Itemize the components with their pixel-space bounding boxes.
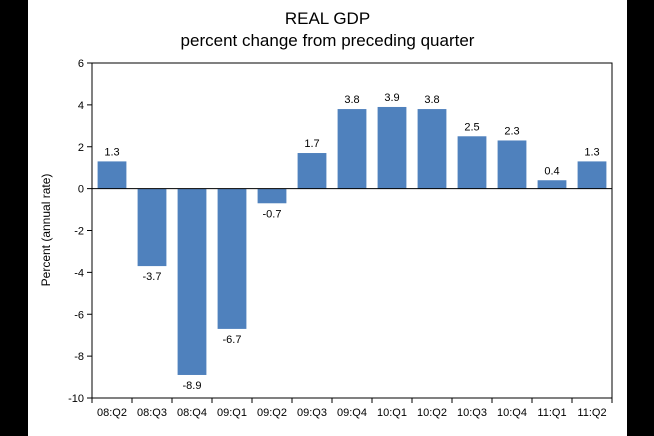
x-tick-label: 09:Q4 xyxy=(337,407,367,419)
bar xyxy=(337,109,367,189)
y-tick-label: -2 xyxy=(74,226,84,238)
data-label: 2.3 xyxy=(504,125,519,137)
x-tick-label: 08:Q3 xyxy=(137,407,167,419)
data-label: -3.7 xyxy=(143,271,162,283)
bar xyxy=(577,161,607,189)
bar-chart: Percent (annual rate) -10 -8 -6 -4 -2 0 2 4 6 1.3… xyxy=(39,58,613,419)
data-label: 0.4 xyxy=(544,165,559,177)
bar xyxy=(417,109,447,189)
data-label: 3.9 xyxy=(384,92,399,104)
chart-subtitle: percent change from preceding quarter xyxy=(180,31,475,50)
data-label: 3.8 xyxy=(424,94,439,106)
data-label: -0.7 xyxy=(263,208,282,220)
bar xyxy=(177,188,207,375)
data-label: 3.8 xyxy=(344,94,359,106)
y-tick-label: 6 xyxy=(78,58,84,70)
x-tick-label: 10:Q2 xyxy=(417,407,447,419)
x-tick-label: 08:Q4 xyxy=(177,407,207,419)
chart-frame: REAL GDP percent change from preceding q… xyxy=(28,0,627,436)
bar xyxy=(297,153,327,189)
data-label: -6.7 xyxy=(223,334,242,346)
x-tick-label: 10:Q4 xyxy=(497,407,527,419)
bar xyxy=(497,140,527,189)
bar xyxy=(217,188,247,329)
data-label: 2.5 xyxy=(464,121,479,133)
bar xyxy=(97,161,127,189)
y-tick-label: 0 xyxy=(78,184,84,196)
data-label: -8.9 xyxy=(183,380,202,392)
y-axis-label: Percent (annual rate) xyxy=(39,174,53,287)
y-tick-label: 4 xyxy=(78,100,84,112)
x-tick-label: 10:Q1 xyxy=(377,407,407,419)
y-tick-label: -4 xyxy=(74,267,84,279)
y-tick-label: -6 xyxy=(74,309,84,321)
bar xyxy=(377,106,407,189)
x-tick-label: 11:Q2 xyxy=(577,407,606,419)
x-tick-label: 08:Q2 xyxy=(97,407,127,419)
plot-area: -10 -8 -6 -4 -2 0 2 4 6 1.3 -3.7 -8.9 -6.7 -0.7 1.7 3.8… xyxy=(68,58,613,419)
y-tick-label: -10 xyxy=(68,393,84,405)
x-tick-label: 10:Q3 xyxy=(457,407,487,419)
x-tick-label: 09:Q1 xyxy=(217,407,247,419)
x-tick-label: 11:Q1 xyxy=(537,407,566,419)
data-label: 1.7 xyxy=(304,138,319,150)
bar xyxy=(537,180,567,189)
x-tick-label: 09:Q2 xyxy=(257,407,287,419)
bar xyxy=(257,188,287,204)
y-tick-label: 2 xyxy=(78,142,84,154)
data-label: 1.3 xyxy=(584,146,599,158)
x-tick-label: 09:Q3 xyxy=(297,407,327,419)
y-tick-label: -8 xyxy=(74,351,84,363)
chart-title: REAL GDP xyxy=(284,9,371,28)
bar xyxy=(457,136,487,189)
bar xyxy=(137,188,167,267)
data-label: 1.3 xyxy=(104,146,119,158)
